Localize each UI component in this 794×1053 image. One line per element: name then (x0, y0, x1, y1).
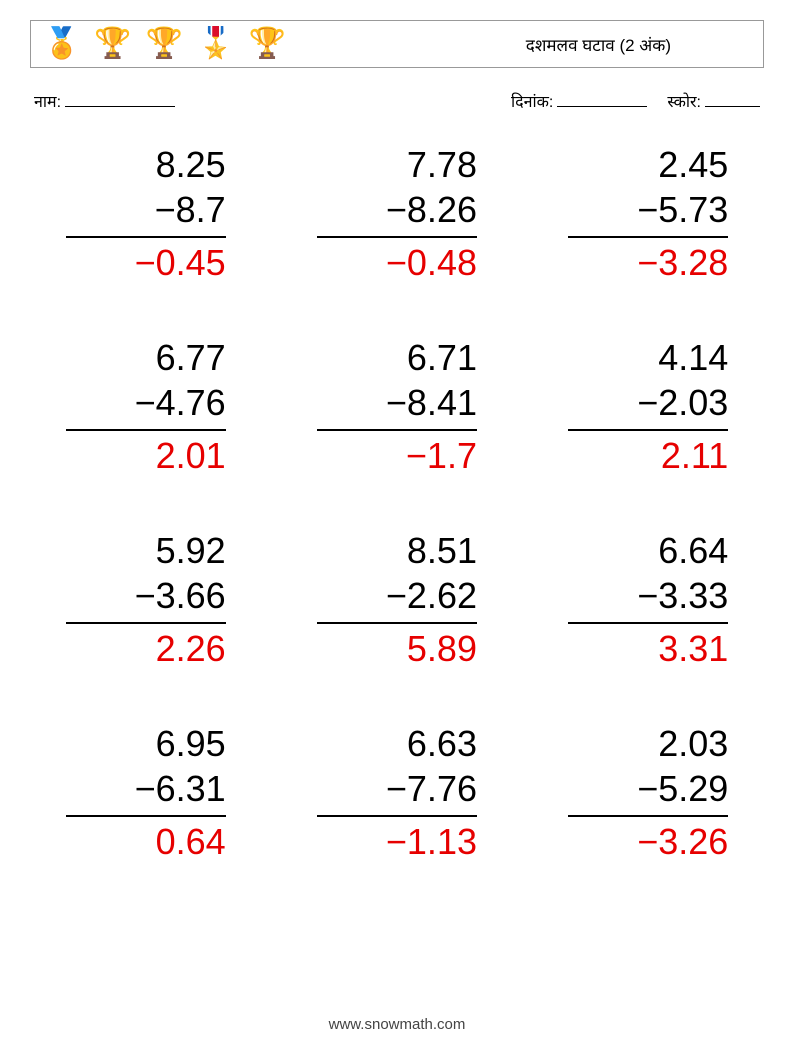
score-label: स्कोर: (667, 94, 701, 111)
problem: 8.51−2.625.89 (317, 528, 477, 671)
medal-icon: 🏅 (43, 29, 80, 59)
subtrahend: −2.03 (637, 380, 728, 425)
name-label: नाम: (34, 94, 61, 111)
minuend: 6.64 (658, 528, 728, 573)
date-blank[interactable] (557, 93, 647, 107)
trophy-icon: 🏆 (248, 29, 285, 59)
problems-grid: 8.25−8.7−0.45 7.78−8.26−0.48 2.45−5.73−3… (30, 142, 764, 864)
problem: 6.77−4.762.01 (66, 335, 226, 478)
minuend: 2.03 (658, 721, 728, 766)
problem: 6.71−8.41−1.7 (317, 335, 477, 478)
subtrahend: −3.33 (637, 573, 728, 618)
minuend: 4.14 (658, 335, 728, 380)
answer: 2.26 (66, 622, 226, 671)
answer: 0.64 (66, 815, 226, 864)
score-field: स्कोर: (667, 90, 760, 112)
score-blank[interactable] (705, 93, 760, 107)
problem: 2.03−5.29−3.26 (568, 721, 728, 864)
subtrahend: −3.66 (135, 573, 226, 618)
header-icons: 🏅 🏆 🏆 🎖️ 🏆 (43, 29, 286, 59)
date-field: दिनांक: (511, 90, 647, 112)
answer: −0.48 (317, 236, 477, 285)
worksheet-page: 🏅 🏆 🏆 🎖️ 🏆 दशमलव घटाव (2 अंक) नाम: दिनां… (0, 0, 794, 1053)
answer: −1.7 (317, 429, 477, 478)
problem: 7.78−8.26−0.48 (317, 142, 477, 285)
subtrahend: −5.29 (637, 766, 728, 811)
minuend: 2.45 (658, 142, 728, 187)
minuend: 6.95 (156, 721, 226, 766)
answer: 2.11 (568, 429, 728, 478)
answer: −3.28 (568, 236, 728, 285)
meta-row: नाम: दिनांक: स्कोर: (30, 90, 764, 112)
minuend: 5.92 (156, 528, 226, 573)
subtrahend: −7.76 (386, 766, 477, 811)
problem: 6.95−6.310.64 (66, 721, 226, 864)
name-blank[interactable] (65, 93, 175, 107)
answer: 3.31 (568, 622, 728, 671)
header-box: 🏅 🏆 🏆 🎖️ 🏆 दशमलव घटाव (2 अंक) (30, 20, 764, 68)
trophy-icon: 🏆 (94, 29, 131, 59)
problem: 2.45−5.73−3.28 (568, 142, 728, 285)
subtrahend: −8.26 (386, 187, 477, 232)
subtrahend: −8.41 (386, 380, 477, 425)
problem: 6.63−7.76−1.13 (317, 721, 477, 864)
minuend: 8.25 (156, 142, 226, 187)
minuend: 6.71 (407, 335, 477, 380)
problem: 4.14−2.032.11 (568, 335, 728, 478)
subtrahend: −2.62 (386, 573, 477, 618)
date-label: दिनांक: (511, 94, 553, 111)
medal-icon: 🎖️ (197, 29, 234, 59)
problem: 8.25−8.7−0.45 (66, 142, 226, 285)
name-field: नाम: (34, 90, 511, 112)
worksheet-title: दशमलव घटाव (2 अंक) (286, 33, 751, 56)
minuend: 6.63 (407, 721, 477, 766)
problem: 6.64−3.333.31 (568, 528, 728, 671)
footer-url: www.snowmath.com (0, 1016, 794, 1033)
answer: −1.13 (317, 815, 477, 864)
minuend: 7.78 (407, 142, 477, 187)
minuend: 6.77 (156, 335, 226, 380)
subtrahend: −5.73 (637, 187, 728, 232)
trophy-icon: 🏆 (146, 29, 183, 59)
subtrahend: −8.7 (155, 187, 226, 232)
answer: 5.89 (317, 622, 477, 671)
answer: −3.26 (568, 815, 728, 864)
subtrahend: −6.31 (135, 766, 226, 811)
problem: 5.92−3.662.26 (66, 528, 226, 671)
answer: 2.01 (66, 429, 226, 478)
minuend: 8.51 (407, 528, 477, 573)
subtrahend: −4.76 (135, 380, 226, 425)
answer: −0.45 (66, 236, 226, 285)
